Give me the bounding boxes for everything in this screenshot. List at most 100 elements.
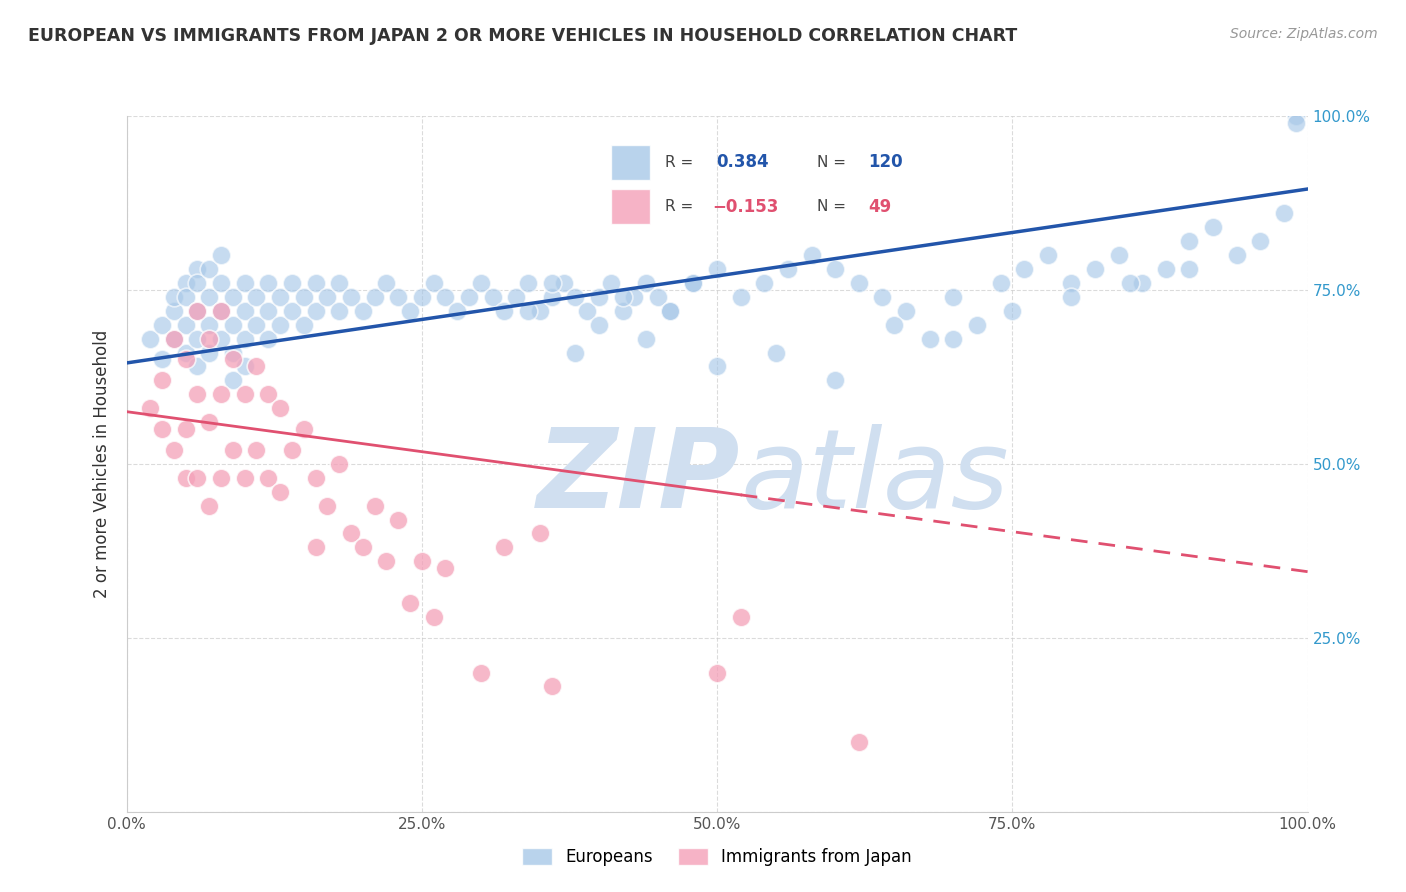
Point [257, 276, 280, 290]
Point [754, 276, 776, 290]
Point [894, 303, 917, 318]
Point [883, 318, 905, 332]
Point [1130, 276, 1153, 290]
Point [658, 303, 681, 318]
Point [658, 303, 681, 318]
Point [174, 352, 197, 367]
Point [612, 303, 634, 318]
Point [765, 345, 787, 359]
Point [174, 290, 197, 304]
Y-axis label: 2 or more Vehicles in Household: 2 or more Vehicles in Household [93, 330, 111, 598]
Point [588, 318, 610, 332]
Point [150, 318, 173, 332]
Point [399, 596, 422, 610]
Point [209, 471, 232, 485]
Point [163, 290, 186, 304]
Point [292, 422, 315, 436]
Point [233, 387, 256, 401]
Point [470, 276, 492, 290]
Point [257, 332, 280, 346]
Point [245, 359, 267, 374]
Point [387, 512, 409, 526]
Point [411, 554, 433, 568]
Point [564, 345, 586, 359]
Point [1272, 206, 1295, 220]
Point [304, 276, 326, 290]
Point [706, 665, 728, 680]
Point [540, 290, 562, 304]
Point [636, 276, 658, 290]
Point [340, 290, 363, 304]
Point [209, 332, 232, 346]
Point [139, 332, 162, 346]
Point [186, 303, 208, 318]
Point [304, 541, 326, 555]
Point [623, 290, 645, 304]
Point [505, 290, 527, 304]
Point [824, 373, 846, 387]
Point [269, 290, 291, 304]
Point [942, 290, 965, 304]
Point [233, 359, 256, 374]
Point [174, 276, 197, 290]
Point [352, 541, 374, 555]
Point [198, 345, 221, 359]
Point [163, 303, 186, 318]
Point [198, 415, 221, 429]
Text: Source: ZipAtlas.com: Source: ZipAtlas.com [1230, 27, 1378, 41]
Point [1108, 248, 1130, 262]
Point [186, 359, 208, 374]
Point [352, 303, 374, 318]
Point [990, 276, 1012, 290]
Point [1060, 290, 1083, 304]
Point [517, 276, 540, 290]
Point [872, 290, 894, 304]
Point [1084, 262, 1107, 277]
Point [636, 332, 658, 346]
Point [494, 541, 516, 555]
Point [599, 276, 621, 290]
Text: ZIP: ZIP [537, 425, 741, 532]
Point [186, 303, 208, 318]
Point [647, 290, 669, 304]
Point [824, 262, 846, 277]
Point [434, 561, 457, 575]
Point [304, 471, 326, 485]
Point [222, 352, 245, 367]
Point [198, 262, 221, 277]
Point [1226, 248, 1249, 262]
Point [209, 248, 232, 262]
Point [245, 318, 267, 332]
Legend: Europeans, Immigrants from Japan: Europeans, Immigrants from Japan [516, 841, 918, 873]
Point [375, 276, 398, 290]
Point [222, 318, 245, 332]
Point [446, 303, 468, 318]
Point [209, 387, 232, 401]
Point [163, 332, 186, 346]
Point [481, 290, 503, 304]
Point [163, 442, 186, 457]
Point [281, 442, 304, 457]
Point [1285, 109, 1308, 123]
Point [1285, 116, 1308, 130]
Point [209, 303, 232, 318]
Point [682, 276, 704, 290]
Point [1154, 262, 1177, 277]
Point [233, 303, 256, 318]
Point [328, 303, 350, 318]
Point [198, 332, 221, 346]
Point [233, 471, 256, 485]
Point [529, 526, 551, 541]
Point [588, 290, 610, 304]
Point [848, 276, 870, 290]
Point [174, 422, 197, 436]
Point [529, 303, 551, 318]
Point [363, 290, 385, 304]
Point [186, 332, 208, 346]
Point [1178, 234, 1201, 248]
Point [540, 276, 562, 290]
Point [1249, 234, 1271, 248]
Point [942, 332, 965, 346]
Point [387, 290, 409, 304]
Point [730, 610, 752, 624]
